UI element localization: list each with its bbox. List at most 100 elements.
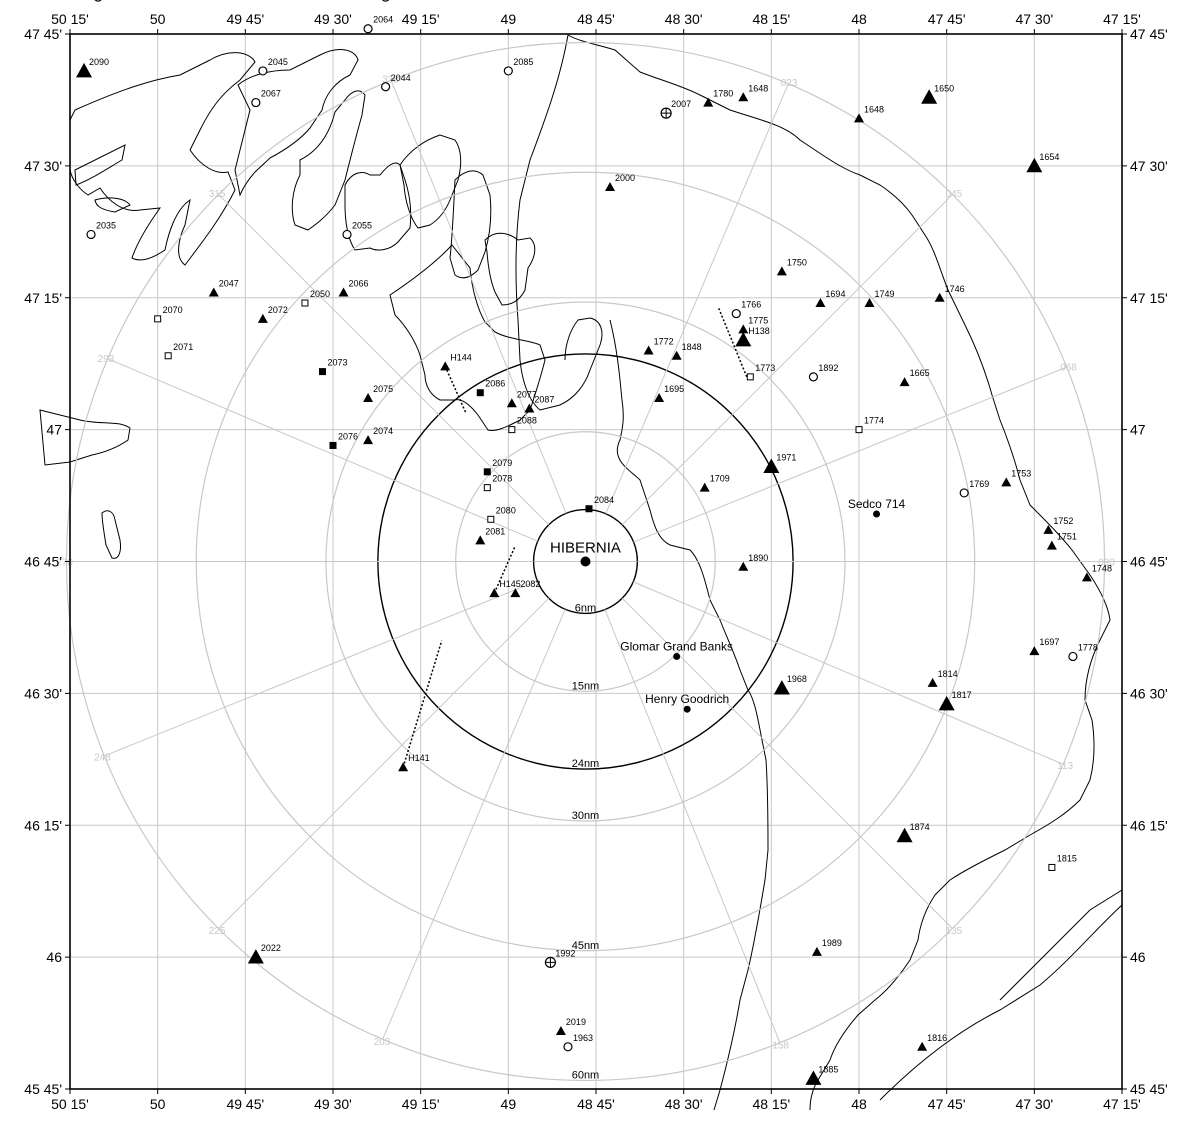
lat-tick-label-left: 47 30' <box>24 158 62 174</box>
symbol-label: 1654 <box>1039 152 1059 162</box>
symbol-label: 2019 <box>566 1017 586 1027</box>
lon-tick-label-top: 50 15' <box>51 11 89 27</box>
platform-triangle-icon <box>363 392 374 402</box>
wellsite-circle-icon <box>251 97 261 108</box>
platform-triangle-icon <box>703 97 714 107</box>
symbol-label: 2079 <box>492 458 512 468</box>
lat-tick-label-left: 45 45' <box>24 1081 62 1097</box>
wellsite-circle-icon <box>503 66 513 76</box>
symbol-label: 2087 <box>534 395 554 405</box>
symbol-label: 1766 <box>741 300 761 310</box>
symbol-label: 1780 <box>713 89 733 99</box>
symbol-label: 2080 <box>496 505 516 515</box>
lon-tick-label-top: 47 30' <box>1015 11 1053 27</box>
platform-triangle-icon <box>917 1041 928 1051</box>
symbol-label: 1816 <box>927 1033 947 1043</box>
symbol-label: 2076 <box>338 431 358 441</box>
symbol-label: 1748 <box>1092 563 1112 573</box>
open-square-icon <box>746 373 754 381</box>
open-square-icon <box>154 315 162 323</box>
bearing-line <box>390 80 567 514</box>
symbol-label: 1772 <box>654 337 674 347</box>
symbol-label: 2072 <box>268 305 288 315</box>
bearing-label: 338 <box>382 74 399 85</box>
platform-triangle-icon <box>738 92 749 102</box>
symbol-label: 2007 <box>671 99 691 109</box>
bearing-label: 068 <box>1060 362 1077 373</box>
symbol-label: H145 <box>499 579 521 589</box>
lon-tick-label-top: 48 45' <box>577 11 615 27</box>
symbol-label: 1848 <box>682 342 702 352</box>
symbol-label: 2000 <box>615 173 635 183</box>
symbol-label: 1963 <box>573 1033 593 1043</box>
bearing-label: 090 <box>1098 558 1115 569</box>
range-ring-label: 15nm <box>572 680 600 692</box>
symbol-label: 2047 <box>219 278 239 288</box>
bearing-label: 045 <box>946 189 963 200</box>
bearing-line <box>218 597 550 929</box>
platform-triangle-icon <box>738 324 749 334</box>
open-square-icon <box>508 426 516 434</box>
platform-triangle-icon <box>864 298 875 308</box>
wellsite-circle-icon <box>363 24 373 34</box>
lon-tick-label-bottom: 49 15' <box>402 1096 440 1112</box>
symbol-label: 2067 <box>261 89 281 99</box>
lat-tick-label-right: 47 30' <box>1130 158 1168 174</box>
open-square-icon <box>483 484 491 492</box>
platform-triangle-icon <box>475 535 486 545</box>
wellsite-circle-icon <box>1068 651 1078 662</box>
bearing-line <box>633 581 1064 765</box>
platform-triangle-icon <box>805 1070 822 1085</box>
range-ring-label: 45nm <box>572 940 600 952</box>
platform-triangle-icon <box>363 435 374 445</box>
bearing-label: 270 <box>56 558 73 569</box>
platform-triangle-icon <box>738 561 749 571</box>
track-line <box>444 366 467 415</box>
lon-tick-label-top: 48 30' <box>665 11 703 27</box>
bearing-label: 135 <box>946 926 963 937</box>
wellsite-circle-icon <box>381 82 391 92</box>
symbol-label: 1890 <box>748 553 768 563</box>
named-site-marker <box>873 510 881 518</box>
filled-square-icon <box>476 389 484 397</box>
symbol-label: 1817 <box>952 690 972 700</box>
symbol-label: H141 <box>408 753 430 763</box>
lat-tick-label-right: 47 15' <box>1130 290 1168 306</box>
platform-triangle-icon <box>524 403 535 413</box>
filled-square-icon <box>318 368 326 376</box>
symbol-label: 1778 <box>1078 642 1098 652</box>
symbols-layer: 2089206520642090204520852044206720071780… <box>76 0 1112 1085</box>
bearing-label: 293 <box>98 354 115 365</box>
lat-tick-label-right: 46 45' <box>1130 554 1168 570</box>
range-ring-label: 30nm <box>572 810 600 822</box>
platform-triangle-icon <box>735 331 752 347</box>
symbol-label: 2090 <box>89 57 109 67</box>
wellsite-circle-icon <box>808 372 819 382</box>
axis-tick-labels: 50 15' 50 15' 50 50 49 45' 49 45' 49 30' 49 30'… <box>24 11 1167 1112</box>
platform-triangle-icon <box>247 949 264 964</box>
lon-tick-label-bottom: 47 45' <box>928 1096 966 1112</box>
platform-triangle-icon <box>1081 572 1092 582</box>
named-site-label: Glomar Grand Banks <box>620 639 733 653</box>
lon-tick-label-bottom: 48 <box>851 1096 867 1112</box>
platform-triangle-icon <box>938 695 955 711</box>
platform-triangle-icon <box>899 377 910 387</box>
symbol-label: 2073 <box>327 358 347 368</box>
lat-tick-label-right: 47 45' <box>1130 26 1168 42</box>
lon-tick-label-bottom: 50 <box>150 1096 166 1112</box>
lon-tick-label-top: 50 <box>150 11 166 27</box>
wellsite-circle-icon <box>382 0 390 2</box>
open-square-icon <box>164 352 172 360</box>
symbol-label: 1648 <box>748 83 768 93</box>
platform-triangle-icon <box>257 313 268 323</box>
lon-tick-label-bottom: 47 30' <box>1015 1096 1053 1112</box>
symbol-label: 1650 <box>934 83 954 93</box>
symbol-label: 1751 <box>1057 532 1077 542</box>
track-line <box>402 640 443 768</box>
wellsite-circle-icon <box>86 229 96 240</box>
symbol-label: 1874 <box>910 822 930 832</box>
symbol-label: 2082 <box>520 579 540 589</box>
track-line <box>493 545 517 594</box>
lon-tick-label-top: 47 15' <box>1103 11 1141 27</box>
